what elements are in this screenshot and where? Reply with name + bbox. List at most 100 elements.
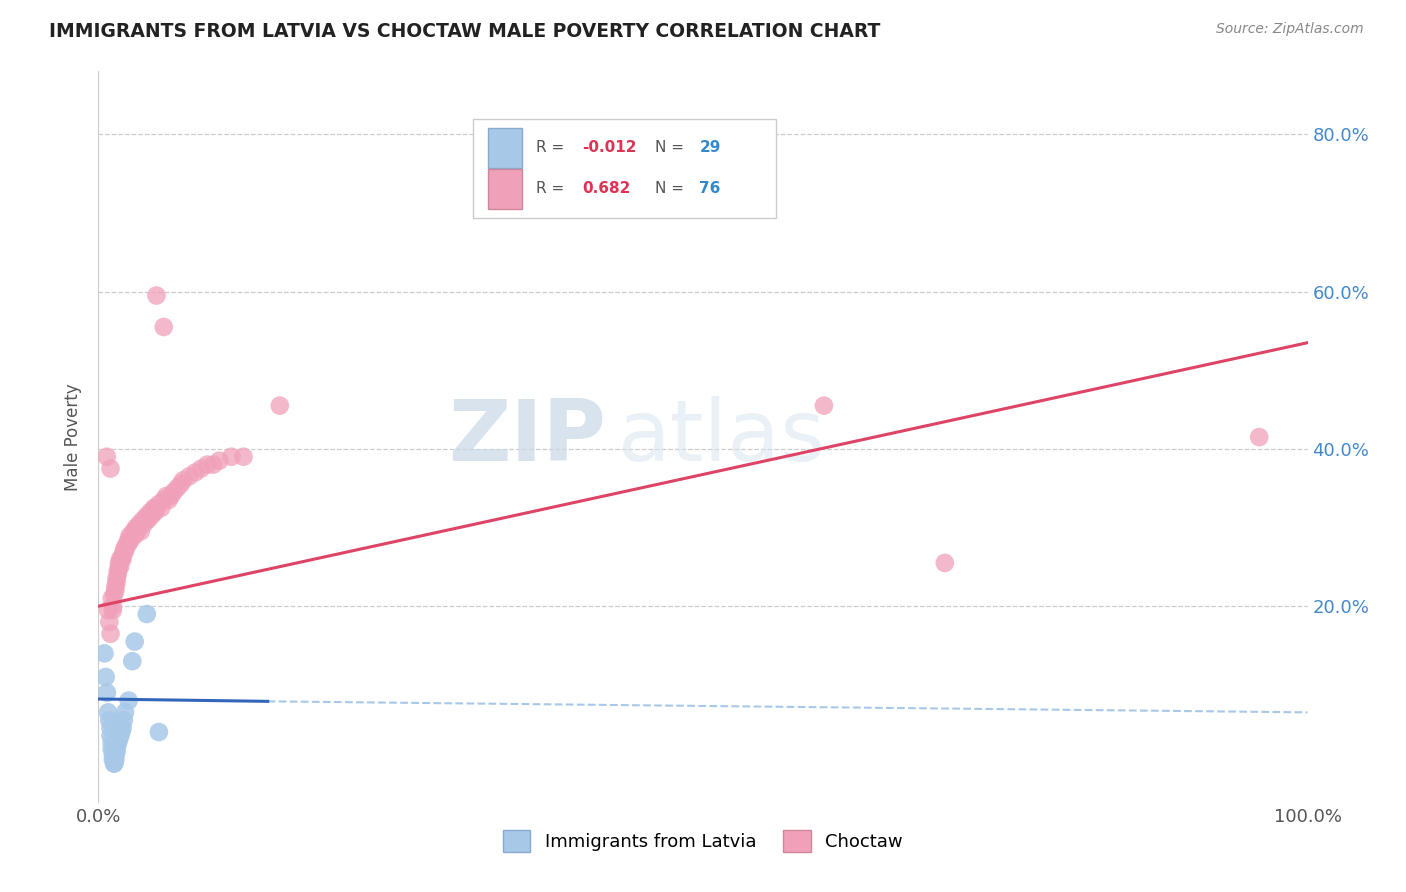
Point (100, 742, 122, 756)
Point (103, 587, 125, 601)
Point (110, 725, 132, 739)
Point (105, 740, 128, 755)
Text: N =: N = (655, 181, 689, 196)
Text: atlas: atlas (619, 395, 827, 479)
Point (139, 505, 162, 519)
Point (114, 540, 136, 554)
FancyBboxPatch shape (488, 128, 522, 168)
Point (152, 320, 174, 334)
Point (162, 485, 184, 500)
Point (96, 450, 118, 464)
Point (101, 599, 124, 614)
Point (135, 508, 157, 523)
Point (110, 552, 132, 566)
Point (269, 399, 291, 413)
Point (108, 556, 131, 570)
Point (100, 729, 122, 743)
Point (118, 528, 141, 542)
Point (160, 489, 183, 503)
Point (112, 713, 135, 727)
Point (107, 567, 129, 582)
Point (148, 725, 170, 739)
Point (232, 450, 254, 464)
Point (100, 461, 122, 475)
Point (117, 536, 139, 550)
Point (135, 513, 157, 527)
Point (143, 500, 166, 515)
Point (118, 693, 141, 707)
Point (208, 453, 231, 467)
Point (122, 524, 145, 539)
Text: -0.012: -0.012 (582, 140, 637, 155)
Text: ZIP: ZIP (449, 395, 606, 479)
Point (105, 745, 128, 759)
Point (221, 450, 243, 464)
Text: 76: 76 (699, 181, 721, 196)
Point (112, 544, 135, 558)
Point (125, 520, 148, 534)
Point (111, 548, 134, 562)
Text: N =: N = (655, 140, 689, 155)
Point (131, 516, 153, 531)
Point (143, 505, 166, 519)
Point (135, 607, 157, 621)
Point (172, 473, 194, 487)
Point (142, 505, 165, 519)
Point (104, 748, 127, 763)
Point (129, 524, 152, 539)
Point (127, 524, 149, 539)
Point (103, 756, 125, 771)
Point (152, 493, 174, 508)
Text: IMMIGRANTS FROM LATVIA VS CHOCTAW MALE POVERTY CORRELATION CHART: IMMIGRANTS FROM LATVIA VS CHOCTAW MALE P… (49, 22, 880, 41)
Point (97, 603, 120, 617)
Point (103, 756, 125, 771)
Point (202, 458, 225, 472)
Legend: Immigrants from Latvia, Choctaw: Immigrants from Latvia, Choctaw (496, 823, 910, 860)
Point (101, 748, 124, 763)
Point (100, 626, 122, 640)
Point (107, 737, 129, 751)
Point (115, 540, 138, 554)
Point (114, 706, 136, 720)
Point (179, 469, 201, 483)
Point (157, 493, 180, 508)
Point (105, 572, 128, 586)
Point (150, 500, 173, 515)
Point (108, 559, 131, 574)
Point (104, 753, 127, 767)
Point (148, 497, 170, 511)
Point (145, 288, 167, 302)
Point (190, 461, 212, 475)
Point (96, 686, 118, 700)
Point (141, 508, 163, 523)
Point (93, 646, 115, 660)
Point (138, 508, 160, 523)
Point (104, 580, 127, 594)
Point (813, 399, 835, 413)
Point (107, 564, 129, 578)
Point (136, 513, 159, 527)
Point (100, 591, 122, 606)
Text: R =: R = (536, 181, 574, 196)
Point (155, 489, 177, 503)
Point (118, 536, 141, 550)
Point (124, 634, 146, 648)
Text: Source: ZipAtlas.com: Source: ZipAtlas.com (1216, 22, 1364, 37)
Point (108, 559, 131, 574)
Point (195, 458, 218, 472)
Point (98, 615, 121, 629)
Point (101, 753, 124, 767)
FancyBboxPatch shape (474, 119, 776, 218)
Point (132, 513, 155, 527)
Point (108, 552, 131, 566)
Y-axis label: Male Poverty: Male Poverty (65, 384, 83, 491)
Point (145, 500, 167, 515)
Point (127, 520, 149, 534)
Point (1249, 430, 1271, 444)
Point (100, 737, 122, 751)
Text: R =: R = (536, 140, 569, 155)
Point (114, 544, 136, 558)
Point (108, 732, 131, 747)
Point (128, 516, 150, 531)
Point (134, 516, 156, 531)
